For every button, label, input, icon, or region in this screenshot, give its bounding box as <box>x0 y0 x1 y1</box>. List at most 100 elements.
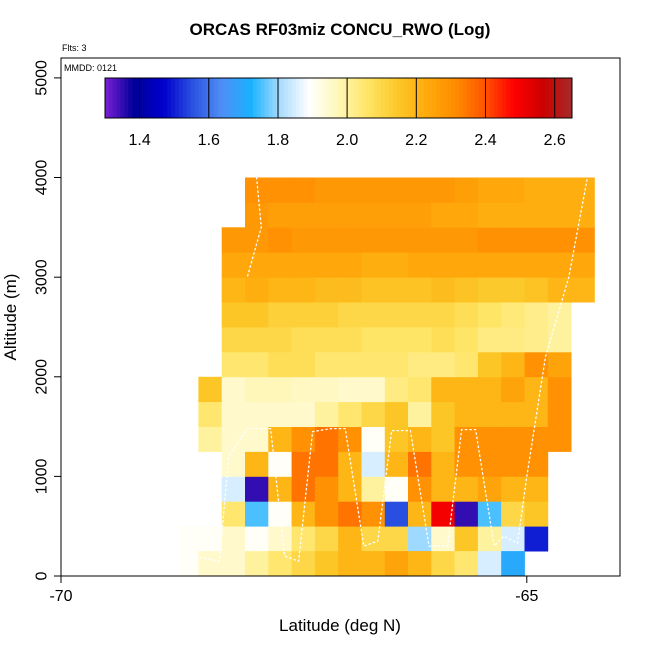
heatmap-cell <box>338 327 362 353</box>
colorbar-segment <box>428 78 433 118</box>
heatmap-cell <box>314 551 339 577</box>
heatmap-cell <box>314 227 339 253</box>
heatmap-cell <box>361 451 386 477</box>
heatmap-cell <box>477 202 502 228</box>
heatmap-cell <box>361 327 386 353</box>
heatmap-cell <box>361 551 386 577</box>
colorbar-segment <box>509 78 515 118</box>
heatmap-cell <box>338 202 362 228</box>
heatmap-cell <box>501 177 525 203</box>
heatmap-cell <box>268 252 292 278</box>
colorbar-segment <box>210 78 215 118</box>
heatmap-cell <box>198 551 223 577</box>
colorbar-segment <box>525 78 530 118</box>
heatmap-cell <box>314 302 339 328</box>
heatmap-cell <box>454 227 479 253</box>
heatmap-cell <box>314 351 339 378</box>
heatmap-cell <box>571 227 595 253</box>
heatmap-cell <box>477 351 502 378</box>
y-axis-label: Altitude (m) <box>1 274 20 361</box>
heatmap-cell <box>431 426 455 452</box>
colorbar-segment <box>163 78 168 118</box>
colorbar-segment <box>474 78 480 118</box>
heatmap-cell <box>408 501 432 527</box>
heatmap-cell <box>221 252 246 278</box>
heatmap-cell <box>431 526 455 552</box>
heatmap-cell <box>477 277 502 303</box>
heatmap-cell <box>454 327 479 353</box>
heatmap-cell <box>268 351 292 378</box>
heatmap-cell <box>338 526 362 552</box>
heatmap-cell <box>477 501 502 527</box>
colorbar-tick-label: 1.6 <box>198 132 220 149</box>
colorbar-segment <box>155 78 160 118</box>
heatmap-cell <box>501 501 525 527</box>
heatmap-cell <box>268 202 292 228</box>
heatmap-cell <box>245 526 269 552</box>
heatmap-cell <box>408 351 432 378</box>
heatmap-cell <box>245 227 269 253</box>
heatmap-cell <box>245 202 269 228</box>
heatmap-cell <box>501 202 525 228</box>
heatmap-cell <box>501 526 525 552</box>
heatmap-cell <box>571 252 595 278</box>
heatmap-cell <box>338 426 362 452</box>
colorbar-segment <box>136 78 141 118</box>
colorbar-segment <box>505 78 511 118</box>
heatmap-cell <box>547 426 572 452</box>
heatmap-cell <box>314 202 339 228</box>
heatmap-cell <box>268 426 292 452</box>
colorbar-segment <box>443 78 448 118</box>
heatmap-cell <box>268 277 292 303</box>
y-tick-label: 2000 <box>34 359 51 395</box>
colorbar-segment <box>463 78 468 118</box>
heatmap-cell <box>291 351 316 378</box>
heatmap-cell <box>268 476 292 502</box>
colorbar-segment <box>175 78 180 118</box>
heatmap-cell <box>384 501 409 527</box>
heatmap-cell <box>454 451 479 477</box>
heatmap-cell <box>384 376 409 403</box>
x-axis: -70 -65 <box>49 576 538 605</box>
heatmap-cell <box>338 401 362 427</box>
colorbar-segment <box>396 78 402 118</box>
colorbar-segment <box>237 78 242 118</box>
heatmap-cell <box>291 177 316 203</box>
colorbar-segment <box>389 78 394 118</box>
heatmap-cell <box>408 227 432 253</box>
colorbar-segment <box>311 78 316 118</box>
heatmap-cell <box>524 177 549 203</box>
colorbar-segment <box>501 78 507 118</box>
colorbar-segment <box>431 78 437 118</box>
colorbar-segment <box>143 78 149 118</box>
y-tick-label: 1000 <box>34 459 51 495</box>
colorbar-segment <box>252 78 258 118</box>
heatmap-cell <box>221 426 246 452</box>
colorbar-segment <box>202 78 207 118</box>
colorbar-segment <box>404 78 410 118</box>
heatmap-cell <box>454 476 479 502</box>
heatmap-cell <box>245 501 269 527</box>
heatmap-cell <box>524 451 549 477</box>
heatmap-cell <box>361 177 386 203</box>
heatmap-cell <box>547 401 572 427</box>
heatmap-cell <box>268 401 292 427</box>
colorbar-segment <box>373 78 378 118</box>
colorbar-segment <box>416 78 421 118</box>
heatmap-cell <box>571 177 595 203</box>
heatmap-cell <box>547 327 572 353</box>
colorbar-segment <box>435 78 441 118</box>
heatmap-cell <box>524 302 549 328</box>
heatmap-cell <box>524 277 549 303</box>
colorbar-segment <box>420 78 425 118</box>
heatmap-cell <box>198 376 223 403</box>
heatmap-cell <box>477 302 502 328</box>
heatmap-cell <box>291 202 316 228</box>
heatmap-cell <box>361 526 386 552</box>
colorbar-segment <box>354 78 359 118</box>
heatmap-cell <box>477 526 502 552</box>
heatmap-cell <box>245 426 269 452</box>
heatmap-cell <box>524 526 549 552</box>
heatmap-cell <box>291 252 316 278</box>
heatmap-cell <box>431 476 455 502</box>
